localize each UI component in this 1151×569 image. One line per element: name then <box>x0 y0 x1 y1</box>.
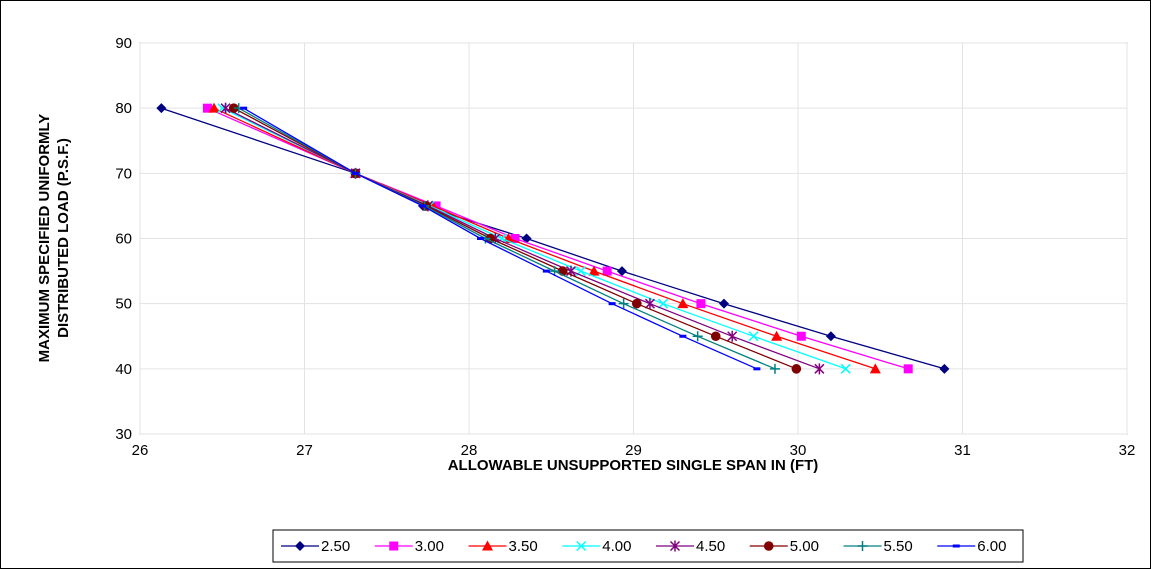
data-point <box>419 204 427 208</box>
data-point <box>840 363 851 374</box>
data-point <box>727 330 738 342</box>
legend-marker <box>295 541 305 551</box>
legend-item-5.50: 5.50 <box>843 538 913 555</box>
x-tick-label: 30 <box>790 442 807 459</box>
series-6.00 <box>240 106 761 371</box>
data-point <box>477 237 485 240</box>
y-tick-label: 50 <box>115 296 132 313</box>
data-point <box>658 298 669 309</box>
legend-label: 4.00 <box>602 538 631 555</box>
data-point <box>677 298 689 309</box>
legend-label: 5.50 <box>884 538 913 555</box>
data-point <box>791 364 802 374</box>
legend-label: 3.00 <box>415 538 444 555</box>
data-point <box>869 363 881 374</box>
x-tick-label: 29 <box>625 442 642 459</box>
legend-label: 6.00 <box>977 538 1006 555</box>
data-point <box>616 266 627 277</box>
data-point <box>718 298 729 309</box>
legend-item-5.00: 5.00 <box>749 538 819 555</box>
y-tick-label: 60 <box>115 231 132 248</box>
series-line <box>243 107 758 370</box>
data-point <box>588 265 600 276</box>
data-point <box>431 201 441 211</box>
data-point <box>156 103 167 114</box>
data-point <box>771 330 783 341</box>
data-point <box>202 103 212 113</box>
legend-marker <box>763 541 774 551</box>
legend-label: 3.50 <box>509 538 538 555</box>
legend-label: 2.50 <box>321 538 350 555</box>
legend-marker <box>576 540 587 552</box>
data-point <box>825 331 836 342</box>
legend-item-4.50: 4.50 <box>656 538 725 555</box>
data-point <box>748 331 759 342</box>
data-point <box>644 298 655 310</box>
legend-marker <box>857 541 868 551</box>
y-tick-label: 80 <box>115 100 132 117</box>
data-point <box>814 363 825 375</box>
x-tick-label: 32 <box>1119 442 1136 459</box>
data-point <box>510 234 520 243</box>
y-tick-labels: 30 40 50 60 70 80 90 <box>115 35 132 443</box>
series-layer <box>156 102 950 375</box>
x-tick-label: 27 <box>296 442 313 459</box>
y-tick-label: 40 <box>115 361 132 378</box>
legend-item-4.00: 4.00 <box>562 538 631 555</box>
legend-box <box>272 529 1024 563</box>
data-point <box>240 106 248 110</box>
y-axis-title-line-1: MAXIMUM SPECIFIED UNIFORMLY <box>36 114 53 363</box>
x-tick-label: 28 <box>461 442 478 459</box>
legend-item-6.00: 6.00 <box>937 538 1006 555</box>
data-point <box>696 299 706 309</box>
legend-item-2.50: 2.50 <box>281 538 350 555</box>
data-point <box>903 364 913 374</box>
data-point <box>679 334 687 338</box>
data-point <box>542 269 550 273</box>
x-tick-labels: 26 27 28 29 30 31 32 <box>132 442 1136 459</box>
legend-marker <box>669 540 681 552</box>
legend-label: 5.00 <box>790 538 819 555</box>
x-axis-title: ALLOWABLE UNSUPPORTED SINGLE SPAN IN (FT… <box>448 457 819 474</box>
legend-marker <box>482 540 493 551</box>
legend-marker <box>952 544 960 548</box>
legend-marker <box>389 541 399 551</box>
data-point <box>939 363 950 374</box>
x-tick-label: 26 <box>132 442 149 459</box>
data-point <box>602 266 612 276</box>
legend-label: 4.50 <box>696 538 725 555</box>
data-point <box>710 331 721 342</box>
data-point <box>549 266 560 277</box>
legend-item-3.50: 3.50 <box>468 538 538 555</box>
data-point <box>796 331 806 341</box>
y-axis-title: MAXIMUM SPECIFIED UNIFORMLY DISTRIBUTED … <box>36 114 72 363</box>
y-axis-title-line-2: DISTRIBUTED LOAD (P.S.F.) <box>55 138 72 338</box>
y-tick-label: 30 <box>115 426 132 443</box>
legend: 2.50 3.00 3.50 4.00 4.50 5.00 5.50 6.00 <box>272 529 1024 563</box>
data-point <box>608 302 616 306</box>
data-point <box>351 171 359 175</box>
y-tick-label: 70 <box>115 165 132 182</box>
x-tick-label: 31 <box>954 442 971 459</box>
data-point <box>692 331 703 342</box>
data-point <box>618 298 629 309</box>
data-point <box>220 102 231 114</box>
data-point <box>631 298 642 309</box>
y-tick-label: 90 <box>115 35 132 52</box>
data-point <box>753 367 761 371</box>
data-point <box>769 363 780 374</box>
legend-item-3.00: 3.00 <box>374 538 444 555</box>
data-point <box>208 102 220 113</box>
